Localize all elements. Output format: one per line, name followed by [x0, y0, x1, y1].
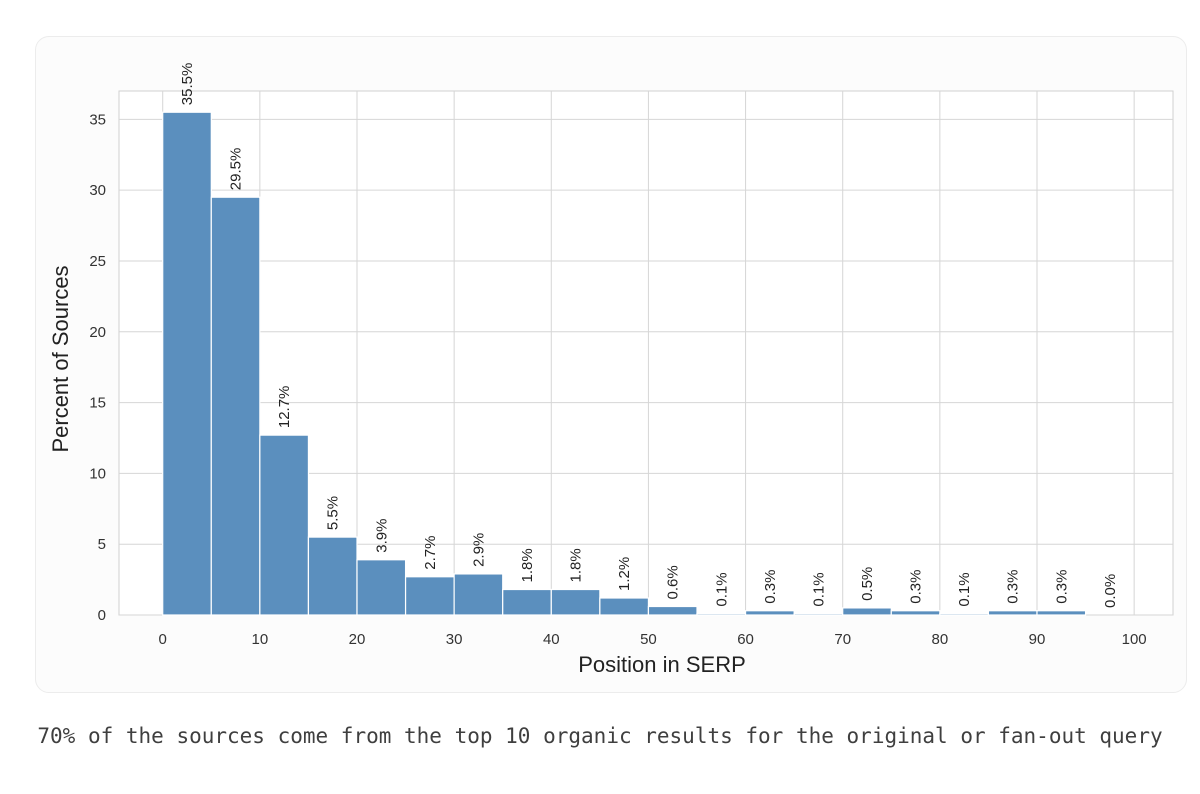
histogram-bar	[939, 612, 990, 616]
y-tick-label: 35	[89, 111, 106, 128]
x-tick-label: 100	[1122, 631, 1147, 648]
bar-value-label: 0.1%	[713, 572, 730, 606]
histogram-bar	[356, 559, 407, 616]
bar-value-label: 12.7%	[276, 386, 293, 429]
bar-value-label: 35.5%	[179, 63, 196, 106]
x-tick-label: 20	[349, 631, 366, 648]
y-tick-label: 20	[89, 324, 106, 341]
bar-value-label: 0.3%	[1053, 570, 1070, 604]
x-tick-label: 40	[543, 631, 560, 648]
bar-value-label: 1.2%	[616, 557, 633, 591]
histogram-bar	[647, 605, 698, 616]
histogram-bar	[453, 573, 504, 616]
bar-value-label: 29.5%	[228, 148, 245, 191]
bar-value-label: 3.9%	[373, 519, 390, 553]
bar-value-label: 0.1%	[956, 572, 973, 606]
bar-value-label: 1.8%	[568, 548, 585, 582]
x-tick-label: 70	[834, 631, 851, 648]
y-tick-label: 5	[98, 536, 106, 553]
histogram-bar	[162, 111, 212, 616]
bar-value-label: 1.8%	[519, 548, 536, 582]
histogram-bar	[599, 597, 650, 616]
histogram-bar	[404, 576, 455, 616]
histogram-bar	[842, 607, 892, 616]
x-axis-title: Position in SERP	[578, 652, 746, 677]
chart-caption: 70% of the sources come from the top 10 …	[37, 724, 1163, 748]
x-tick-label: 60	[737, 631, 754, 648]
y-tick-label: 0	[98, 607, 106, 624]
x-tick-label: 0	[159, 631, 167, 648]
histogram-bar	[744, 610, 795, 616]
y-axis-title: Percent of Sources	[48, 265, 73, 452]
histogram-bar	[259, 434, 310, 616]
histogram-bar	[210, 196, 261, 616]
bar-value-label: 0.1%	[810, 572, 827, 606]
y-tick-label: 25	[89, 253, 106, 270]
bar-value-label: 0.0%	[1102, 574, 1119, 608]
x-tick-label: 90	[1029, 631, 1046, 648]
x-tick-label: 50	[640, 631, 657, 648]
x-tick-label: 80	[932, 631, 949, 648]
histogram-bar	[793, 612, 844, 616]
bar-value-label: 0.3%	[908, 570, 925, 604]
bar-value-label: 0.6%	[665, 565, 682, 599]
y-tick-label: 30	[89, 182, 106, 199]
bar-value-label: 2.7%	[422, 536, 439, 570]
bar-value-label: 0.5%	[859, 567, 876, 601]
histogram-bar	[550, 588, 601, 616]
bar-value-label: 2.9%	[470, 533, 487, 567]
histogram-bar	[502, 588, 552, 616]
bar-value-label: 0.3%	[1005, 570, 1022, 604]
histogram-bar	[1036, 610, 1087, 616]
histogram-bar	[696, 612, 747, 616]
y-tick-label: 10	[89, 465, 106, 482]
histogram-bar	[307, 536, 358, 616]
x-tick-label: 30	[446, 631, 463, 648]
histogram-chart: 35.5% 29.5% 12.7% 5.5% 3.9% 2.7% 2.9% 1.8% 1.8% 1…	[48, 63, 1174, 677]
histogram-bar	[890, 610, 941, 616]
histogram-bar	[987, 610, 1038, 616]
x-tick-label: 10	[252, 631, 269, 648]
chart-card: 35.5% 29.5% 12.7% 5.5% 3.9% 2.7% 2.9% 1.8% 1.8% 1…	[35, 36, 1187, 693]
bar-value-label: 0.3%	[762, 570, 779, 604]
bar-value-label: 5.5%	[325, 496, 342, 530]
y-tick-label: 15	[89, 395, 106, 412]
